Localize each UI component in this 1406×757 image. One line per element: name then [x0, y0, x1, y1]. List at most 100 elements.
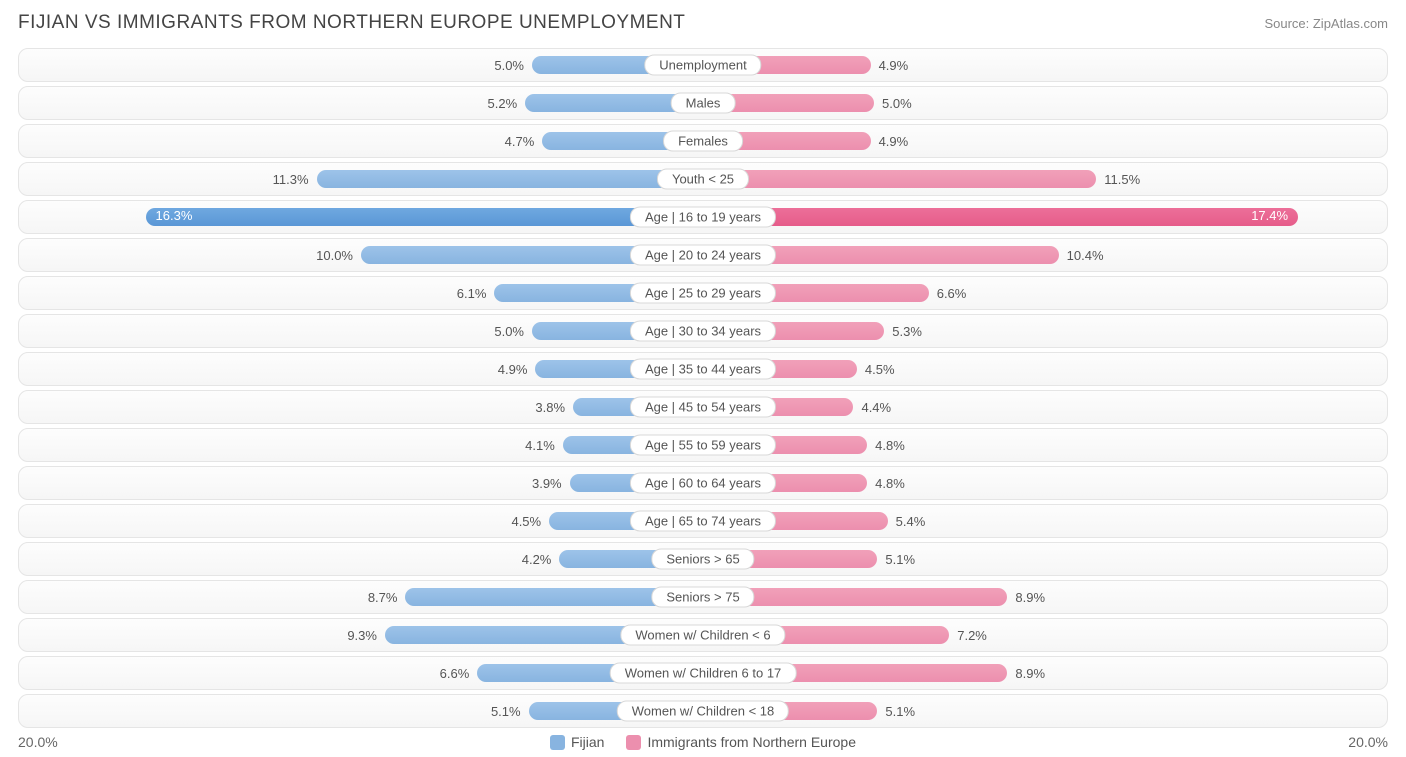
- value-right: 6.6%: [937, 286, 967, 301]
- row-left-half: 5.2%: [19, 87, 703, 119]
- value-right: 4.8%: [875, 438, 905, 453]
- row-left-half: 6.1%: [19, 277, 703, 309]
- row-right-half: 8.9%: [703, 657, 1387, 689]
- value-left: 5.1%: [491, 704, 521, 719]
- bar-right: 17.4%: [703, 208, 1298, 226]
- chart-row: 11.3%11.5%Youth < 25: [18, 162, 1388, 196]
- value-left: 3.9%: [532, 476, 562, 491]
- value-right: 5.1%: [885, 704, 915, 719]
- chart-row: 10.0% 10.4% Age | 20 to 24 years: [18, 238, 1388, 272]
- value-right: 7.2%: [957, 628, 987, 643]
- category-label: Age | 35 to 44 years: [630, 359, 776, 380]
- row-left-half: 5.1%: [19, 695, 703, 727]
- category-label: Women w/ Children < 6: [620, 625, 785, 646]
- row-right-half: 5.3%: [703, 315, 1387, 347]
- bar-left: 16.3%: [146, 208, 703, 226]
- value-right: 4.4%: [861, 400, 891, 415]
- category-label: Females: [663, 131, 743, 152]
- value-left: 5.2%: [488, 96, 518, 111]
- category-label: Age | 20 to 24 years: [630, 245, 776, 266]
- chart-row: 3.8% 4.4% Age | 45 to 54 years: [18, 390, 1388, 424]
- value-left: 4.7%: [505, 134, 535, 149]
- chart-row: 5.0% 4.9% Unemployment: [18, 48, 1388, 82]
- row-right-half: 4.8%: [703, 467, 1387, 499]
- value-left: 16.3%: [156, 208, 193, 223]
- chart-row: 5.0% 5.3%Age | 30 to 34 years: [18, 314, 1388, 348]
- legend-label-left: Fijian: [571, 734, 604, 750]
- value-left: 5.0%: [494, 58, 524, 73]
- chart-row: 4.2% 5.1%Seniors > 65: [18, 542, 1388, 576]
- row-right-half: 5.0%: [703, 87, 1387, 119]
- row-left-half: 3.9%: [19, 467, 703, 499]
- value-left: 4.1%: [525, 438, 555, 453]
- value-left: 5.0%: [494, 324, 524, 339]
- row-left-half: 8.7%: [19, 581, 703, 613]
- value-left: 4.2%: [522, 552, 552, 567]
- row-right-half: 8.9%: [703, 581, 1387, 613]
- value-right: 4.8%: [875, 476, 905, 491]
- row-left-half: 4.9%: [19, 353, 703, 385]
- row-left-half: 3.8%: [19, 391, 703, 423]
- category-label: Unemployment: [644, 55, 761, 76]
- value-right: 5.4%: [896, 514, 926, 529]
- chart-row: 9.3% 7.2% Women w/ Children < 6: [18, 618, 1388, 652]
- bar-left: [317, 170, 703, 188]
- value-left: 9.3%: [347, 628, 377, 643]
- category-label: Youth < 25: [657, 169, 749, 190]
- value-right: 8.9%: [1015, 666, 1045, 681]
- value-right: 17.4%: [1251, 208, 1288, 223]
- chart-row: 4.5% 5.4% Age | 65 to 74 years: [18, 504, 1388, 538]
- category-label: Age | 45 to 54 years: [630, 397, 776, 418]
- bar-right: [703, 170, 1096, 188]
- row-right-half: 11.5%: [703, 163, 1387, 195]
- row-right-half: 5.1%: [703, 695, 1387, 727]
- row-right-half: 10.4%: [703, 239, 1387, 271]
- chart-title: FIJIAN VS IMMIGRANTS FROM NORTHERN EUROP…: [18, 12, 685, 34]
- row-left-half: 9.3%: [19, 619, 703, 651]
- value-left: 6.1%: [457, 286, 487, 301]
- value-right: 4.9%: [879, 58, 909, 73]
- value-right: 5.0%: [882, 96, 912, 111]
- row-right-half: 4.4%: [703, 391, 1387, 423]
- category-label: Age | 25 to 29 years: [630, 283, 776, 304]
- row-right-half: 17.4%: [703, 201, 1387, 233]
- row-right-half: 4.5%: [703, 353, 1387, 385]
- chart-source: Source: ZipAtlas.com: [1264, 16, 1388, 31]
- row-left-half: 16.3%: [19, 201, 703, 233]
- value-right: 4.5%: [865, 362, 895, 377]
- chart-header: FIJIAN VS IMMIGRANTS FROM NORTHERN EUROP…: [18, 12, 1388, 34]
- chart-row: 4.9% 4.5% Age | 35 to 44 years: [18, 352, 1388, 386]
- category-label: Males: [671, 93, 736, 114]
- chart-row: 4.1%4.8%Age | 55 to 59 years: [18, 428, 1388, 462]
- value-right: 8.9%: [1015, 590, 1045, 605]
- row-left-half: 6.6%: [19, 657, 703, 689]
- legend-swatch-right: [626, 735, 641, 750]
- chart-footer: 20.0% Fijian Immigrants from Northern Eu…: [18, 734, 1388, 750]
- category-label: Seniors > 65: [651, 549, 754, 570]
- row-right-half: 4.9%: [703, 49, 1387, 81]
- category-label: Women w/ Children < 18: [617, 701, 789, 722]
- legend: Fijian Immigrants from Northern Europe: [550, 734, 856, 750]
- category-label: Age | 16 to 19 years: [630, 207, 776, 228]
- category-label: Seniors > 75: [651, 587, 754, 608]
- chart-row: 8.7% 8.9% Seniors > 75: [18, 580, 1388, 614]
- chart-row: 3.9%4.8%Age | 60 to 64 years: [18, 466, 1388, 500]
- axis-max-right: 20.0%: [1348, 734, 1388, 750]
- value-left: 4.5%: [511, 514, 541, 529]
- row-right-half: 5.1%: [703, 543, 1387, 575]
- axis-max-left: 20.0%: [18, 734, 58, 750]
- value-left: 6.6%: [440, 666, 470, 681]
- category-label: Age | 65 to 74 years: [630, 511, 776, 532]
- legend-label-right: Immigrants from Northern Europe: [647, 734, 856, 750]
- value-left: 3.8%: [535, 400, 565, 415]
- row-left-half: 5.0%: [19, 315, 703, 347]
- value-left: 8.7%: [368, 590, 398, 605]
- value-left: 10.0%: [316, 248, 353, 263]
- value-right: 10.4%: [1067, 248, 1104, 263]
- row-left-half: 10.0%: [19, 239, 703, 271]
- category-label: Age | 30 to 34 years: [630, 321, 776, 342]
- chart-row: 6.1% 6.6% Age | 25 to 29 years: [18, 276, 1388, 310]
- chart-row: 4.7%4.9%Females: [18, 124, 1388, 158]
- row-right-half: 7.2%: [703, 619, 1387, 651]
- value-right: 11.5%: [1104, 172, 1140, 187]
